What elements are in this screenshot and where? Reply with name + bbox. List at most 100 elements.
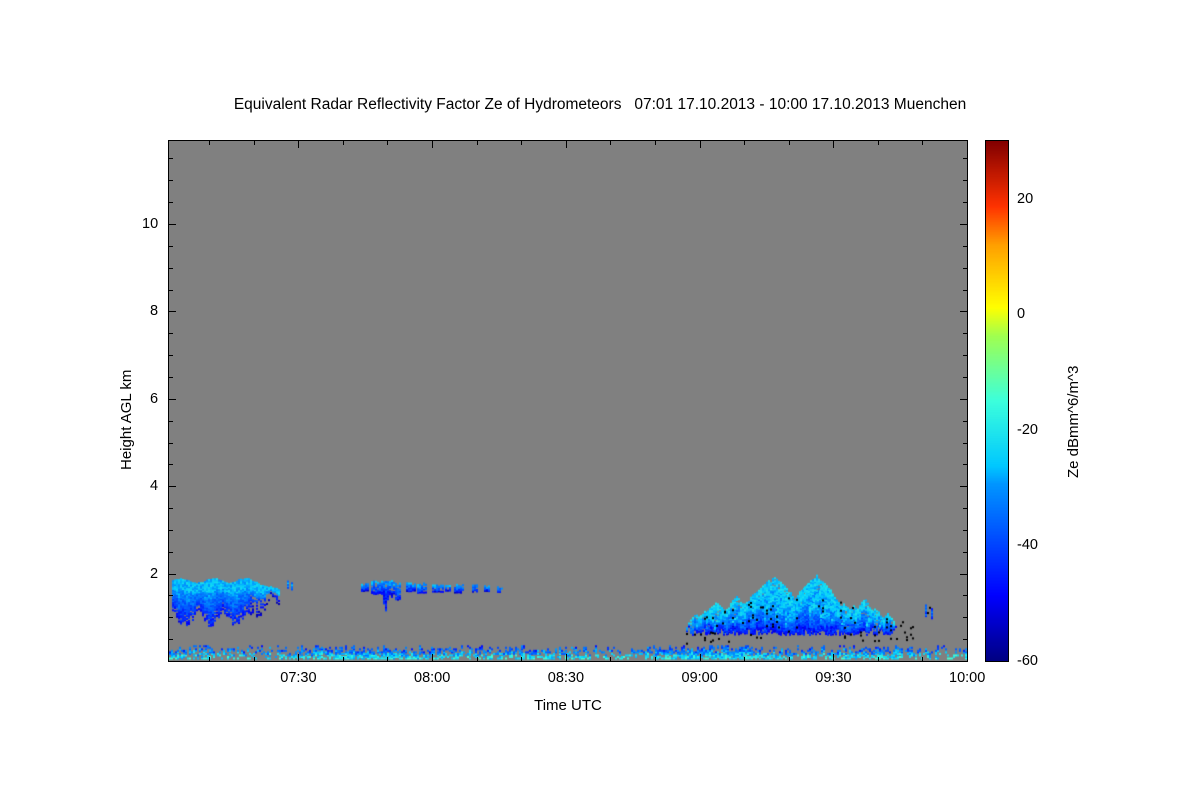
- axis-tick: [387, 657, 389, 662]
- radar-heatmap-canvas: [169, 141, 967, 661]
- axis-tick: [654, 657, 656, 662]
- axis-tick: [521, 140, 523, 145]
- axis-tick: [168, 508, 173, 510]
- axis-tick: [298, 140, 300, 145]
- axis-tick: [168, 376, 173, 378]
- axis-tick: [521, 657, 523, 662]
- y-tick-label: 6: [150, 390, 159, 407]
- axis-tick: [963, 224, 968, 226]
- axis-tick: [168, 420, 173, 422]
- axis-tick: [168, 617, 173, 619]
- axis-tick: [963, 595, 968, 597]
- x-axis-title: Time UTC: [534, 697, 602, 714]
- axis-tick: [168, 355, 173, 357]
- axis-tick: [209, 140, 211, 145]
- x-tick-label: 10:00: [949, 670, 986, 686]
- axis-tick: [610, 140, 612, 145]
- axis-tick: [610, 657, 612, 662]
- axis-tick: [963, 355, 968, 357]
- axis-tick: [565, 657, 567, 662]
- y-axis-title: Height AGL km: [118, 369, 135, 470]
- x-tick-label: 08:30: [547, 670, 585, 686]
- axis-tick: [833, 657, 835, 662]
- axis-tick: [963, 289, 968, 291]
- axis-tick: [298, 657, 300, 662]
- axis-tick: [342, 140, 344, 145]
- axis-tick: [168, 398, 173, 400]
- axis-tick: [168, 158, 173, 160]
- axis-tick: [476, 140, 478, 145]
- axis-tick: [168, 529, 173, 531]
- colorbar-title: Ze dBmm^6/m^3: [1065, 365, 1082, 478]
- axis-tick: [963, 508, 968, 510]
- axis-tick: [432, 140, 434, 145]
- axis-tick: [963, 639, 968, 641]
- x-tick-label: 09:00: [681, 670, 718, 686]
- axis-tick: [699, 657, 701, 662]
- cb-tick-label: 20: [1017, 190, 1034, 207]
- axis-tick: [168, 180, 173, 182]
- axis-tick: [963, 202, 968, 204]
- axis-tick: [963, 464, 968, 466]
- axis-tick: [963, 420, 968, 422]
- axis-tick: [168, 442, 173, 444]
- axis-tick: [209, 657, 211, 662]
- axis-tick: [922, 657, 924, 662]
- axis-tick: [168, 551, 173, 553]
- plot-area: [168, 140, 968, 662]
- page-title: Equivalent Radar Reflectivity Factor Ze …: [233, 96, 967, 113]
- axis-tick: [967, 140, 968, 145]
- axis-tick: [168, 486, 173, 488]
- axis-tick: [168, 595, 173, 597]
- axis-tick: [699, 140, 701, 145]
- axis-tick: [253, 657, 255, 662]
- axis-tick: [963, 267, 968, 269]
- axis-tick: [967, 657, 968, 662]
- y-tick-label: 8: [150, 303, 159, 320]
- axis-tick: [168, 245, 173, 247]
- axis-tick: [833, 140, 835, 145]
- axis-tick: [963, 158, 968, 160]
- axis-tick: [168, 311, 173, 313]
- x-tick-label: 09:30: [815, 670, 852, 686]
- axis-tick: [168, 224, 173, 226]
- axis-tick: [387, 140, 389, 145]
- x-tick-label: 08:00: [414, 670, 451, 686]
- axis-tick: [168, 464, 173, 466]
- axis-tick: [922, 140, 924, 145]
- axis-tick: [168, 202, 173, 204]
- axis-tick: [654, 140, 656, 145]
- axis-tick: [963, 376, 968, 378]
- axis-tick: [963, 333, 968, 335]
- axis-tick: [744, 140, 746, 145]
- axis-tick: [963, 551, 968, 553]
- axis-tick: [168, 267, 173, 269]
- y-tick-label: 2: [150, 565, 159, 582]
- axis-tick: [168, 289, 173, 291]
- axis-tick: [168, 639, 173, 641]
- cb-tick-label: -20: [1017, 421, 1038, 438]
- axis-tick: [963, 486, 968, 488]
- axis-tick: [432, 657, 434, 662]
- axis-tick: [963, 398, 968, 400]
- axis-tick: [168, 573, 173, 575]
- cb-tick-label: 0: [1017, 306, 1026, 323]
- axis-tick: [963, 311, 968, 313]
- axis-tick: [788, 657, 790, 662]
- axis-tick: [877, 657, 879, 662]
- axis-tick: [963, 245, 968, 247]
- x-tick-label: 07:30: [280, 670, 317, 686]
- axis-tick: [168, 333, 173, 335]
- axis-tick: [788, 140, 790, 145]
- cb-tick-label: -40: [1017, 537, 1038, 554]
- y-tick-label: 4: [150, 478, 159, 495]
- axis-tick: [877, 140, 879, 145]
- axis-tick: [963, 529, 968, 531]
- axis-tick: [963, 617, 968, 619]
- axis-tick: [342, 657, 344, 662]
- axis-tick: [963, 573, 968, 575]
- axis-tick: [963, 180, 968, 182]
- axis-tick: [963, 442, 968, 444]
- colorbar-gradient: [986, 141, 1008, 661]
